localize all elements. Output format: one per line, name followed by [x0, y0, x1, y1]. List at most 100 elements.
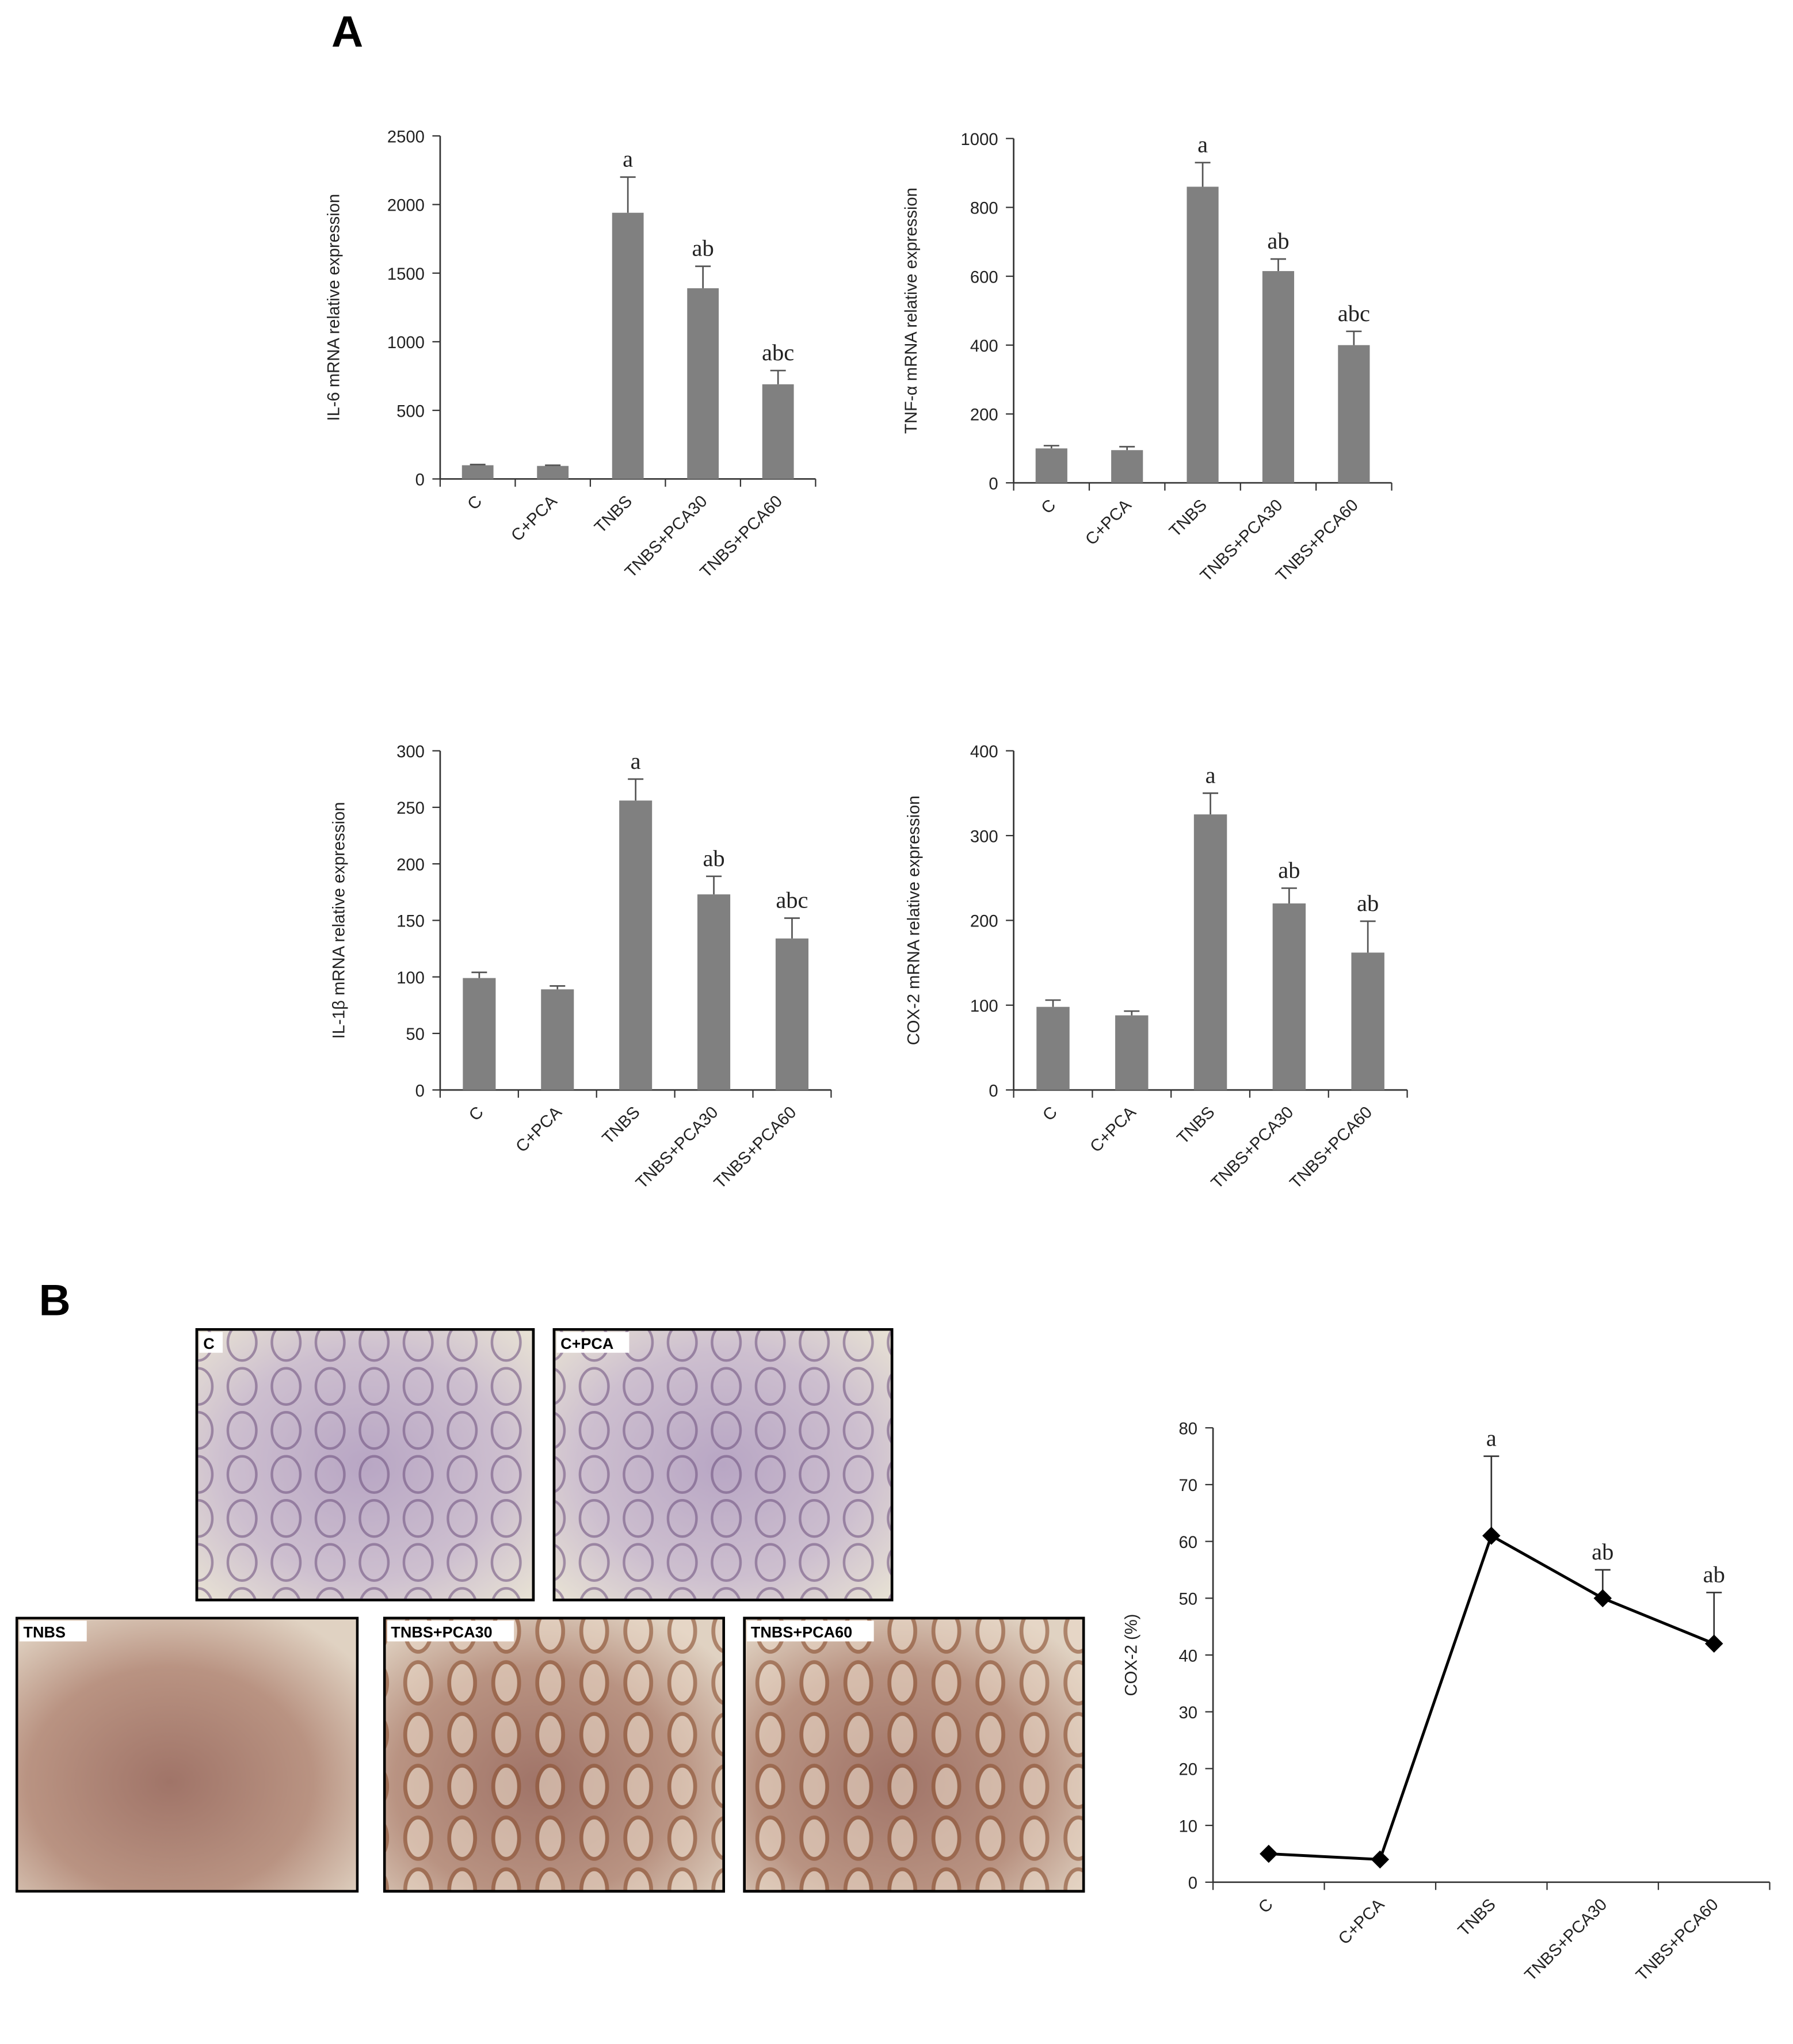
- micrograph-label: TNBS: [23, 1624, 65, 1641]
- annotation: ab: [1267, 228, 1289, 254]
- y-axis-label: COX-2 (%): [1122, 1614, 1140, 1696]
- bar: [541, 989, 574, 1090]
- bar: [687, 288, 719, 479]
- x-tick-label: C+PCA: [1087, 1103, 1140, 1156]
- y-tick-label: 0: [1188, 1874, 1197, 1893]
- y-tick-label: 150: [396, 913, 425, 931]
- x-tick-label: TNBS: [1174, 1103, 1219, 1148]
- y-tick-label: 100: [396, 969, 425, 987]
- bar: [463, 978, 496, 1090]
- bar: [1193, 814, 1227, 1090]
- x-tick-label: C+PCA: [1335, 1895, 1388, 1948]
- x-tick-label: C: [466, 1103, 487, 1125]
- y-tick-label: 800: [970, 200, 998, 218]
- annotation: ab: [1278, 857, 1300, 883]
- x-tick-label: TNBS: [1166, 496, 1211, 541]
- x-tick-label: TNBS+PCA60: [1632, 1896, 1722, 1985]
- annotation: ab: [703, 845, 724, 871]
- y-tick-label: 10: [1179, 1817, 1198, 1836]
- annotation: ab: [1357, 890, 1379, 916]
- bar: [461, 465, 494, 479]
- x-tick-label: C: [1038, 496, 1060, 518]
- x-tick-label: TNBS: [1455, 1896, 1500, 1940]
- micrograph: C+PCA: [552, 1328, 894, 1601]
- y-tick-label: 70: [1179, 1477, 1198, 1495]
- y-tick-label: 300: [396, 743, 425, 761]
- panel-label: B: [39, 1276, 70, 1325]
- micrograph: TNBS: [15, 1616, 359, 1893]
- bar: [1351, 952, 1384, 1090]
- bar: [1111, 450, 1143, 483]
- micrograph: TNBS+PCA30: [383, 1616, 725, 1893]
- y-tick-label: 300: [970, 827, 998, 846]
- y-axis-label: TNF-α mRNA relative expression: [902, 188, 921, 434]
- y-tick-label: 1000: [387, 334, 425, 352]
- bar: [1187, 186, 1219, 483]
- micrograph-label: TNBS+PCA30: [391, 1624, 492, 1641]
- annotation: ab: [1703, 1561, 1725, 1587]
- y-tick-label: 0: [989, 1082, 998, 1100]
- x-tick-label: C+PCA: [508, 492, 560, 545]
- marker: [1705, 1634, 1723, 1653]
- y-tick-label: 250: [396, 799, 425, 818]
- bar: [1036, 1006, 1070, 1090]
- bar: [612, 212, 644, 479]
- y-tick-label: 0: [415, 1082, 425, 1100]
- micrograph: TNBS+PCA60: [743, 1616, 1085, 1893]
- bar: [697, 894, 731, 1090]
- bar: [1338, 345, 1370, 483]
- y-axis-label: COX-2 mRNA relative expression: [905, 796, 923, 1046]
- y-tick-label: 1000: [961, 131, 998, 149]
- y-tick-label: 200: [970, 913, 998, 931]
- line: [1268, 1534, 1715, 1861]
- bar: [537, 466, 569, 479]
- y-tick-label: 40: [1179, 1647, 1198, 1665]
- annotation: abc: [776, 887, 808, 913]
- y-tick-label: 30: [1179, 1704, 1198, 1722]
- annotation: ab: [1592, 1539, 1613, 1565]
- annotation: abc: [1338, 300, 1370, 326]
- x-tick-label: TNBS+PCA60: [711, 1103, 800, 1192]
- x-tick-label: C: [1039, 1103, 1061, 1125]
- y-tick-label: 400: [970, 337, 998, 356]
- y-axis-label: IL-6 mRNA relative expression: [325, 194, 343, 421]
- y-tick-label: 1500: [387, 265, 425, 284]
- y-tick-label: 20: [1179, 1761, 1198, 1779]
- annotation: a: [1197, 132, 1208, 158]
- y-tick-label: 200: [970, 406, 998, 425]
- y-tick-label: 100: [970, 997, 998, 1016]
- y-tick-label: 2500: [387, 128, 425, 146]
- x-tick-label: TNBS: [599, 1103, 644, 1148]
- annotation: a: [1205, 762, 1216, 788]
- bar: [775, 938, 808, 1090]
- y-tick-label: 2000: [387, 197, 425, 215]
- bar: [619, 800, 653, 1090]
- y-tick-label: 400: [970, 743, 998, 761]
- y-tick-label: 0: [989, 475, 998, 493]
- x-tick-label: TNBS+PCA30: [632, 1103, 722, 1192]
- micrograph-label: C+PCA: [560, 1335, 613, 1352]
- x-tick-label: TNBS+PCA60: [1287, 1103, 1376, 1192]
- y-tick-label: 0: [415, 471, 425, 490]
- x-tick-label: C: [1255, 1896, 1277, 1917]
- annotation: ab: [692, 235, 714, 261]
- marker: [1260, 1844, 1278, 1863]
- y-tick-label: 600: [970, 268, 998, 287]
- annotation: a: [631, 748, 641, 774]
- y-axis-label: IL-1β mRNA relative expression: [330, 802, 348, 1039]
- x-tick-label: TNBS+PCA30: [1208, 1103, 1297, 1192]
- y-tick-label: 80: [1179, 1420, 1198, 1438]
- marker: [1371, 1850, 1390, 1869]
- annotation: a: [623, 146, 633, 172]
- marker: [1482, 1527, 1501, 1545]
- x-tick-label: C+PCA: [513, 1103, 566, 1156]
- bar: [1115, 1015, 1149, 1090]
- y-tick-label: 60: [1179, 1534, 1198, 1552]
- y-tick-label: 50: [406, 1025, 425, 1044]
- bar: [1272, 903, 1306, 1090]
- y-tick-label: 200: [396, 856, 425, 874]
- panel-label: A: [331, 7, 363, 56]
- y-tick-label: 500: [396, 402, 425, 421]
- micrograph-label: C: [203, 1335, 215, 1352]
